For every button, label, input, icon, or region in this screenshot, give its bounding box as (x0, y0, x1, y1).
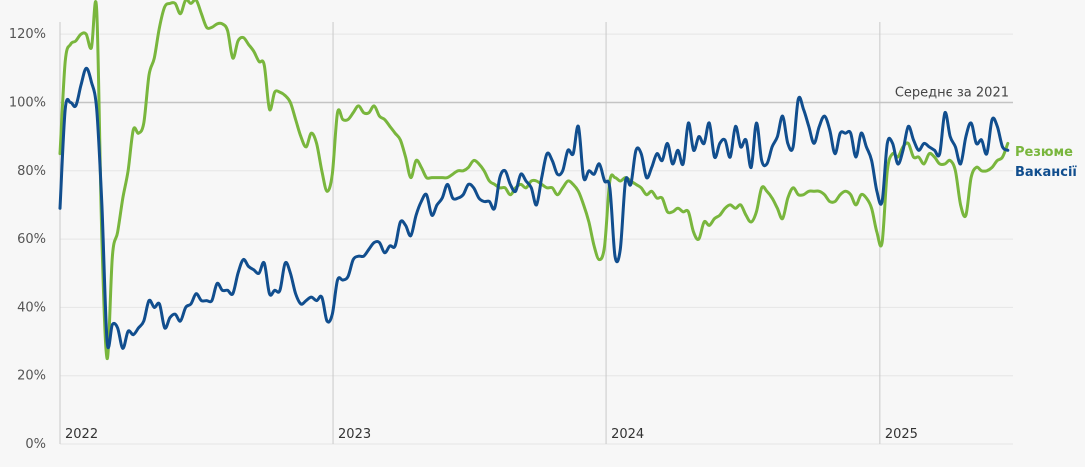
series-line-0 (58, 0, 1010, 361)
y-tick-label: 80% (17, 164, 46, 179)
gridlines (60, 33, 1013, 445)
reference-line-label: Середнє за 2021 (895, 85, 1009, 100)
x-tick-label: 2023 (338, 427, 371, 442)
y-tick-label: 60% (17, 232, 46, 247)
series-line-1 (58, 66, 1010, 350)
y-axis-ticks: 0% 20% 40% 60% 80% 100% 120% (9, 27, 46, 452)
y-tick-label: 40% (17, 300, 46, 315)
y-tick-label: 120% (9, 27, 46, 42)
series-lines (58, 0, 1010, 361)
legend-item-resume: Резюме (1015, 145, 1073, 160)
reference-line: Середнє за 2021 (60, 85, 1013, 104)
x-tick-label: 2025 (885, 427, 918, 442)
x-axis-ticks: 2022 2023 2024 2025 (65, 427, 918, 442)
y-tick-label: 20% (17, 369, 46, 384)
year-dividers (59, 22, 881, 444)
x-tick-label: 2022 (65, 427, 98, 442)
y-tick-label: 0% (25, 437, 46, 452)
legend-item-vacancies: Вакансії (1015, 165, 1077, 180)
legend: Резюме Вакансії (1015, 145, 1077, 180)
x-tick-label: 2024 (611, 427, 644, 442)
y-tick-label: 100% (9, 95, 46, 110)
